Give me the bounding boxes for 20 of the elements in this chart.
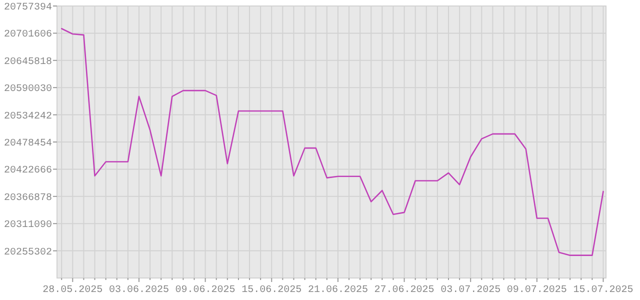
x-tick-label: 21.06.2025 [308,285,368,296]
y-tick-label: 20255302 [4,247,52,258]
x-tick-label: 03.07.2025 [440,285,501,296]
y-tick-label: 20422666 [4,166,52,177]
x-tick-label: 15.07.2025 [573,285,634,296]
y-tick-label: 20645818 [4,56,52,68]
x-tick-label: 27.06.2025 [374,285,434,296]
y-tick-label: 20366878 [4,192,52,204]
x-tick-label: 28.05.2025 [42,285,103,296]
y-tick-label: 20534242 [4,111,52,122]
x-tick-label: 09.07.2025 [506,285,567,296]
y-tick-label: 20590030 [4,84,52,96]
line-series [60,28,604,256]
x-tick-label: 15.06.2025 [242,285,302,296]
y-tick-label: 20311090 [4,220,52,232]
x-tick-label: 09.06.2025 [175,285,236,296]
y-tick-label: 20478454 [4,138,52,150]
y-tick-label: 20757394 [4,2,52,14]
x-tick-label: 03.06.2025 [108,285,169,296]
y-tick-label: 20701606 [4,30,52,41]
